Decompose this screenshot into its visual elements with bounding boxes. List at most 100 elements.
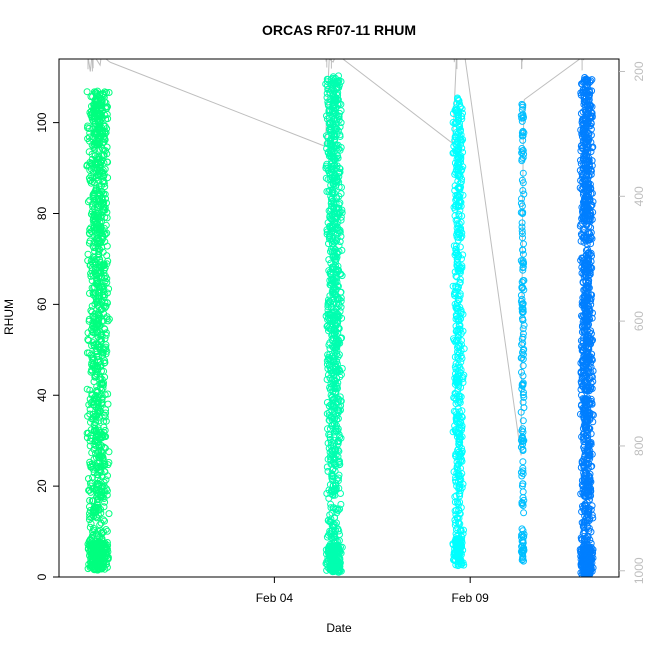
data-point [97,491,104,499]
data-point [454,514,462,522]
data-point [458,470,466,477]
data-point [458,449,466,457]
data-point [327,326,335,333]
data-point [94,393,102,401]
data-point [517,291,525,299]
data-point [328,141,335,149]
data-point [91,187,99,195]
data-point [85,337,92,344]
data-point [329,523,337,531]
data-point [102,329,110,337]
data-point [519,208,527,216]
data-point [338,365,346,372]
data-point [334,353,342,361]
data-point [95,443,103,451]
data-point [519,264,527,272]
data-point [330,395,338,403]
data-point [102,417,110,425]
data-point [326,120,334,127]
data-point [452,415,460,423]
data-point [92,347,100,355]
data-point [91,96,99,104]
data-point [325,416,333,424]
data-point [326,448,334,456]
data-point [105,459,113,466]
data-point [336,393,344,401]
data-points-layer [83,72,597,577]
data-point [328,108,336,115]
data-point [331,213,339,221]
data-point [322,132,330,140]
data-point [327,500,335,508]
y2-tick-label: 200 [632,61,646,81]
data-point [519,417,527,425]
data-point [104,317,112,325]
data-point [92,297,100,305]
data-point [336,505,344,513]
data-point [330,181,338,188]
data-point [517,354,525,362]
y2-tick-label: 1000 [632,557,646,584]
data-point [103,125,111,133]
data-point [332,423,340,431]
data-point [103,143,111,151]
data-point [86,137,93,145]
data-point [329,89,337,97]
data-point [337,270,345,278]
data-point [519,458,527,466]
data-point [451,426,459,434]
data-point [457,434,464,442]
data-point [454,367,462,375]
data-point [98,453,106,461]
data-point [520,393,528,401]
data-point [94,501,102,509]
data-point [98,463,106,471]
data-point [326,292,334,300]
data-point [88,359,96,367]
data-point [93,367,101,375]
data-point [104,299,111,307]
data-point [98,128,106,136]
data-point [96,373,104,381]
data-point [328,165,336,173]
pressure-line-segment [87,59,111,72]
data-point [86,230,94,238]
data-point [337,294,345,302]
data-point [331,530,339,538]
data-point [455,224,463,232]
data-point [330,371,338,379]
data-point [335,242,343,250]
data-point [330,436,338,444]
data-point [455,202,463,210]
data-point [328,342,336,350]
data-point [519,398,527,406]
x-tick-label: Feb 09 [452,591,490,605]
data-point [334,477,342,485]
data-point [89,178,96,186]
series-rf09 [449,94,468,570]
data-point [87,351,95,359]
data-point [324,365,332,373]
data-point [98,565,106,573]
data-point [95,392,103,400]
data-point [518,368,525,376]
pressure-line-segment [342,59,453,144]
data-point [519,136,527,144]
data-point [329,173,336,181]
data-point [103,275,111,283]
data-point [519,480,527,488]
data-point [86,237,94,245]
data-point [519,380,527,388]
data-point [90,88,98,96]
data-point [331,156,339,164]
data-point [518,219,526,227]
data-point [95,159,103,167]
data-point [457,543,465,551]
data-point [331,210,339,218]
data-point [324,316,332,324]
data-point [98,152,106,160]
data-point [96,407,104,415]
data-point [325,107,333,115]
data-point [331,182,339,190]
data-point [92,513,100,521]
